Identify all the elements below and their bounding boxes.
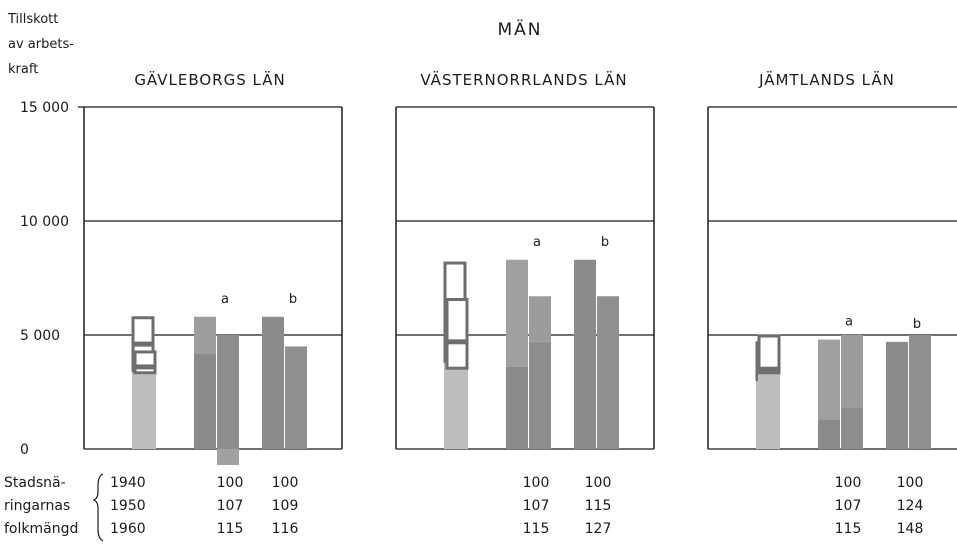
bar-segment — [217, 335, 239, 449]
table-row-label: ringarnas — [4, 498, 70, 514]
index-a-value: 115 — [835, 521, 862, 537]
table-year: 1950 — [110, 498, 146, 514]
table-year: 1960 — [110, 521, 146, 537]
group-label: b — [289, 292, 297, 307]
bar-segment — [574, 259, 596, 449]
bar-outline-box — [445, 341, 469, 370]
table-row-label: folkmängd — [4, 521, 78, 537]
index-b-value: 127 — [585, 521, 612, 537]
bar-segment — [818, 339, 840, 420]
bar-outline-box — [445, 298, 469, 343]
bar-outline-box — [131, 316, 155, 345]
bar-outline-box — [757, 368, 781, 375]
table-brace — [92, 473, 104, 542]
bar-segment — [886, 341, 908, 449]
y-tick-label: 15 000 — [20, 100, 69, 116]
bar-segment — [529, 341, 551, 449]
index-b-value: 100 — [272, 475, 299, 491]
y-axis-label-line-2: av arbets- — [8, 37, 74, 52]
y-tick-label: 0 — [20, 442, 29, 458]
index-b-value: 116 — [272, 521, 299, 537]
bar-segment — [194, 353, 216, 449]
index-b-value: 100 — [897, 475, 924, 491]
index-a-value: 107 — [217, 498, 244, 514]
index-a-value: 107 — [523, 498, 550, 514]
bar-segment — [529, 296, 551, 342]
index-a-value: 100 — [217, 475, 244, 491]
bar-segment — [506, 366, 528, 449]
panel-title: JÄMTLANDS LÄN — [758, 70, 895, 89]
bar-outline-box — [757, 334, 781, 370]
bar-segment — [818, 419, 840, 449]
chart-title: MÄN — [497, 19, 542, 40]
bar-segment — [506, 259, 528, 367]
index-b-value: 148 — [897, 521, 924, 537]
index-a-value: 107 — [835, 498, 862, 514]
group-label: b — [601, 235, 609, 250]
bar-outline-box — [133, 350, 157, 368]
y-tick-label: 10 000 — [20, 214, 69, 230]
y-tick-label: 5 000 — [20, 328, 60, 344]
bar-segment — [285, 346, 307, 449]
bar-segment — [262, 316, 284, 449]
panel-title: GÄVLEBORGS LÄN — [134, 70, 285, 89]
bar-segment — [194, 316, 216, 354]
group-label: a — [221, 292, 229, 307]
index-b-value: 109 — [272, 498, 299, 514]
index-b-value: 124 — [897, 498, 924, 514]
y-axis-label-line-1: Tillskott — [7, 12, 58, 27]
table-year: 1940 — [110, 475, 146, 491]
bar-segment — [841, 407, 863, 449]
index-a-value: 100 — [523, 475, 550, 491]
bar-segment — [597, 296, 619, 449]
bar-base — [758, 373, 780, 449]
index-b-value: 115 — [585, 498, 612, 514]
y-axis-label-line-3: kraft — [8, 62, 38, 77]
bar-segment — [841, 335, 863, 408]
group-label: b — [913, 317, 921, 332]
bar-base — [446, 369, 468, 449]
group-label: a — [845, 315, 853, 330]
bar-base — [134, 373, 156, 449]
bar-segment — [909, 335, 931, 449]
index-a-value: 115 — [523, 521, 550, 537]
index-a-value: 115 — [217, 521, 244, 537]
index-a-value: 100 — [835, 475, 862, 491]
bar-segment — [217, 449, 239, 465]
panel-title: VÄSTERNORRLANDS LÄN — [420, 70, 627, 89]
index-b-value: 100 — [585, 475, 612, 491]
bar-outline-box — [133, 366, 157, 375]
group-label: a — [533, 235, 541, 250]
table-row-label: Stadsnä- — [4, 475, 66, 491]
